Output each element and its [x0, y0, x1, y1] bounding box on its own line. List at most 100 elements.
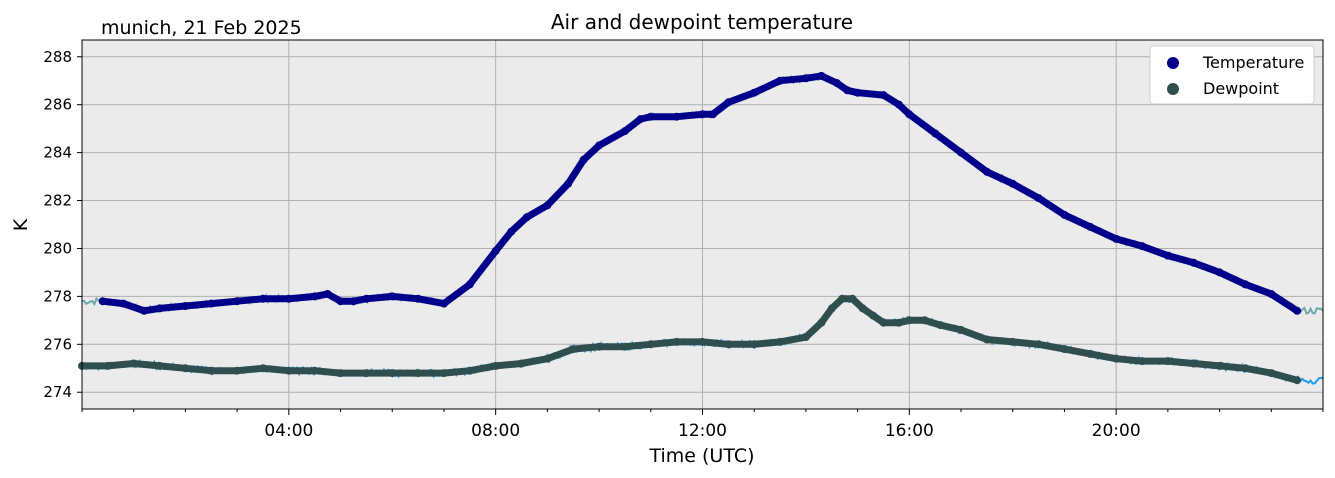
temperature-point — [982, 167, 991, 176]
temperature-point — [1060, 210, 1069, 219]
dewpoint-point — [879, 318, 888, 327]
dewpoint-point — [233, 366, 242, 375]
temperature-point — [879, 91, 888, 100]
y-tick-label: 288 — [43, 48, 72, 66]
dewpoint-point — [310, 366, 319, 375]
y-tick-label: 276 — [43, 335, 72, 353]
dewpoint-point — [1008, 337, 1017, 346]
temperature-point — [336, 297, 345, 306]
temperature-point — [595, 141, 604, 150]
temperature-point — [465, 280, 474, 289]
temperature-point — [750, 88, 759, 97]
temperature-point — [284, 294, 293, 303]
dewpoint-point — [1034, 340, 1043, 349]
dewpoint-series-line — [78, 295, 1301, 384]
dewpoint-point — [620, 342, 629, 351]
temperature-point — [1163, 251, 1172, 260]
temperature-point — [323, 290, 332, 298]
chart-title: Air and dewpoint temperature — [551, 10, 853, 34]
dewpoint-point — [517, 359, 526, 368]
dewpoint-point — [1189, 359, 1198, 368]
temperature-point — [349, 297, 358, 306]
temperature-point — [543, 201, 552, 210]
y-tick-label: 274 — [43, 383, 72, 401]
dewpoint-point — [776, 337, 785, 346]
x-axis-label: Time (UTC) — [648, 445, 754, 467]
temperature-point — [388, 292, 397, 301]
dewpoint-point — [103, 361, 112, 370]
temperature-point — [853, 88, 862, 97]
temperature-point — [832, 79, 841, 88]
temperature-point — [708, 110, 717, 119]
dewpoint-point — [388, 369, 397, 378]
dewpoint-point — [672, 337, 681, 346]
y-axis: 274 276 278 280 282 284 286 288 — [43, 48, 82, 401]
dewpoint-point — [181, 364, 190, 373]
dewpoint-point — [895, 318, 903, 327]
dewpoint-point — [801, 333, 810, 342]
temperature-point — [233, 297, 242, 306]
dewpoint-point — [1163, 357, 1172, 366]
dewpoint-point — [336, 369, 345, 378]
temperature-point — [672, 112, 681, 121]
temperature-point — [98, 297, 107, 306]
temperature-point — [1034, 194, 1043, 203]
temperature-point — [801, 74, 810, 83]
temperature-point — [362, 294, 371, 303]
dewpoint-point — [259, 364, 267, 373]
dewpoint-point — [957, 325, 965, 334]
temperature-point — [259, 294, 267, 303]
temperature-point — [895, 100, 903, 109]
dewpoint-point — [1267, 369, 1276, 378]
temperature-point — [507, 227, 516, 236]
dewpoint-point — [848, 294, 857, 303]
temperature-point — [310, 292, 319, 301]
dewpoint-point — [595, 342, 604, 351]
temperature-point — [1241, 280, 1250, 289]
dewpoint-point — [905, 316, 914, 325]
temperature-point — [646, 112, 655, 121]
temperature-point — [905, 110, 914, 119]
dewpoint-point — [1241, 364, 1250, 373]
temperature-point — [207, 299, 216, 308]
legend-label-dewpoint: Dewpoint — [1203, 79, 1279, 98]
dewpoint-point — [1086, 349, 1095, 358]
temperature-point — [1138, 242, 1146, 251]
y-axis-label: K — [10, 218, 32, 231]
legend-label-temperature: Temperature — [1202, 53, 1304, 72]
temperature-point — [491, 246, 500, 255]
dewpoint-point — [414, 369, 423, 378]
temperature-point — [1293, 306, 1302, 315]
temperature-point — [698, 110, 707, 119]
x-tick-label: 08:00 — [471, 421, 520, 441]
y-tick-label: 278 — [43, 287, 72, 305]
legend-marker-temperature — [1167, 57, 1179, 69]
temperature-point — [1008, 179, 1017, 188]
x-axis: 04:00 08:00 12:00 16:00 20:00 — [81, 409, 1324, 441]
dewpoint-point — [569, 345, 578, 354]
dewpoint-point — [936, 321, 945, 330]
dewpoint-point — [646, 340, 655, 349]
dewpoint-point — [838, 294, 847, 303]
dewpoint-point — [491, 361, 500, 370]
temperature-point — [1267, 290, 1276, 298]
temperature-point — [843, 86, 852, 95]
x-tick-label: 04:00 — [264, 421, 313, 441]
dewpoint-point — [284, 366, 293, 375]
dewpoint-point — [207, 366, 216, 375]
dewpoint-point — [869, 311, 878, 320]
temperature-point — [817, 71, 826, 80]
temperature-point — [1189, 258, 1198, 267]
temperature-point — [155, 304, 164, 313]
dewpoint-point — [750, 340, 759, 349]
x-tick-label: 12:00 — [678, 421, 727, 441]
chart-subtitle: munich, 21 Feb 2025 — [101, 17, 302, 39]
temperature-point — [1086, 222, 1095, 231]
chart-legend: Temperature Dewpoint — [1149, 45, 1315, 105]
y-tick-label: 284 — [43, 144, 72, 162]
dewpoint-point — [129, 359, 138, 368]
x-tick-label: 20:00 — [1092, 421, 1141, 441]
legend-marker-dewpoint — [1167, 83, 1179, 95]
dewpoint-point — [465, 366, 474, 375]
